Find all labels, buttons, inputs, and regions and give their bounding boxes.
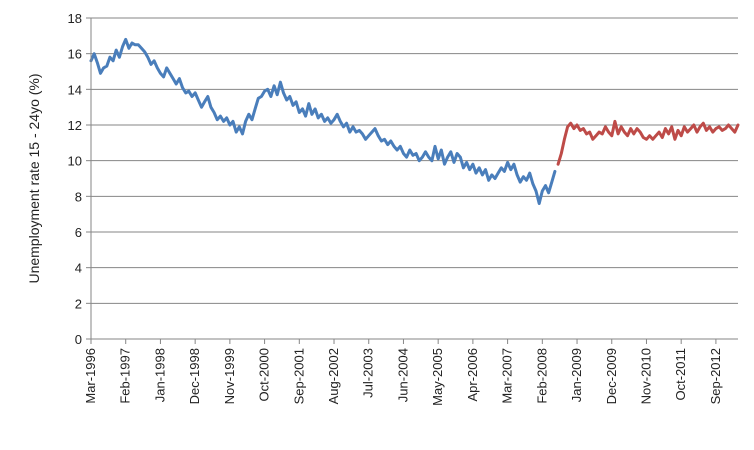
x-tick-label: Jul-2003 [361,348,376,398]
y-tick-label: 18 [68,11,82,26]
y-tick-label: 6 [75,225,82,240]
x-tick-label: Aug-2002 [326,348,341,404]
x-tick-label: Nov-2010 [638,348,653,404]
x-tick-label: Feb-2008 [534,348,549,404]
y-tick-label: 10 [68,154,82,169]
series-layer [89,37,740,205]
x-tick-label: Apr-2006 [465,348,480,401]
x-tick-label: Sep-2012 [708,348,723,404]
x-tick-label: Jan-2009 [569,348,584,402]
x-tick-label: Jan-1998 [152,348,167,402]
y-tick-label: 2 [75,296,82,311]
y-tick-label: 8 [75,189,82,204]
x-tick-label: Jun-2004 [395,348,410,402]
gridlines [91,17,738,304]
x-axis-ticks: Mar-1996 Feb-1997 Jan-1998 Dec-1998 Nov-1999… [83,339,723,406]
x-tick-label: Dec-1998 [187,348,202,404]
y-tick-label: 12 [68,118,82,133]
x-tick-label: Feb-1997 [118,348,133,404]
y-tick-label: 16 [68,47,82,62]
x-tick-label: Nov-1999 [222,348,237,404]
x-tick-label: Mar-2007 [500,348,515,404]
y-tick-label: 0 [75,332,82,347]
x-tick-label: Dec-2009 [604,348,619,404]
y-axis-ticks: 0 2 4 6 8 10 12 14 16 18 [68,11,91,347]
y-axis-title: Unemployment rate 15 - 24yo (%) [26,73,42,283]
series-line-1 [89,37,557,205]
series-line-2 [556,119,740,166]
x-tick-label: Oct-2000 [257,348,272,401]
x-tick-label: Sep-2001 [291,348,306,404]
x-tick-label: Mar-1996 [83,348,98,404]
x-tick-label: Oct-2011 [673,348,688,401]
y-tick-label: 14 [68,82,82,97]
x-tick-label: May-2005 [430,348,445,406]
y-tick-label: 4 [75,261,82,276]
